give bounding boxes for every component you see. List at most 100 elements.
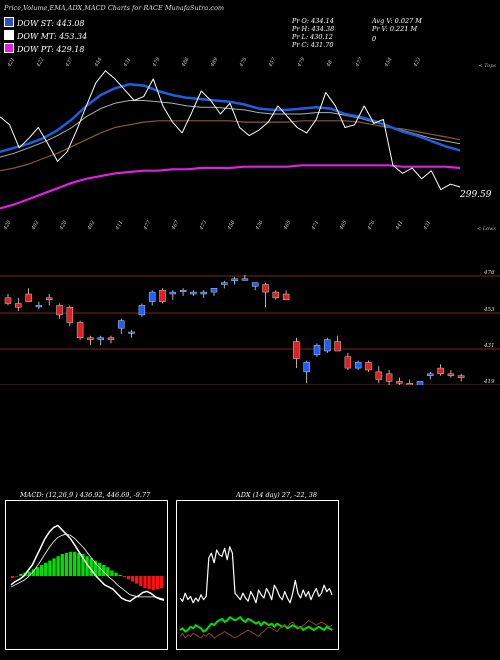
candle-body <box>272 291 280 299</box>
dow-mt-label: DOW MT: 453.34 <box>17 32 88 41</box>
top-label: 454 <box>93 57 103 69</box>
macd-histogram-bar <box>73 551 77 576</box>
candle-body <box>56 305 63 316</box>
low-label: 411 <box>114 220 124 232</box>
low-label: 420 <box>58 219 69 232</box>
candle-body <box>169 291 177 295</box>
candle-body <box>15 303 22 308</box>
candle-body <box>324 339 331 352</box>
macd-histogram-bar <box>52 558 56 576</box>
top-label: 489 <box>209 56 220 69</box>
candle-body <box>262 284 269 293</box>
macd-histogram-bar <box>159 576 164 589</box>
candle-body <box>210 288 218 293</box>
top-label: 423 <box>412 57 422 69</box>
candle-body <box>66 307 74 323</box>
candle-body <box>231 278 238 281</box>
macd-histogram-bar <box>106 567 110 576</box>
macd-histogram-bar <box>143 576 147 589</box>
low-label: 402 <box>30 220 40 232</box>
candlestick-chart: 476 453 431 419 <box>0 270 500 385</box>
price-low: Pr L: 430.12 <box>292 33 333 41</box>
candle-body <box>76 322 84 338</box>
candle-body <box>293 341 300 359</box>
top-label: 437 <box>64 56 75 69</box>
top-label: 475 <box>238 57 248 69</box>
low-label: 477 <box>142 219 153 232</box>
candle-body <box>365 362 372 371</box>
macd-histogram-bar <box>44 562 48 576</box>
candle-body <box>221 282 228 285</box>
tops-axis-label: < Tops <box>478 63 496 69</box>
candle-body <box>457 375 465 378</box>
candle-body <box>416 381 424 385</box>
low-label: 402 <box>86 220 96 232</box>
price-high: Pr H: 434.38 <box>292 25 335 33</box>
macd-signal-line <box>10 533 165 600</box>
candle-body <box>118 320 125 329</box>
candle-body <box>107 337 115 340</box>
low-label: 431 <box>422 220 432 232</box>
macd-histogram-bar <box>135 576 139 584</box>
macd-histogram-bar <box>48 560 52 576</box>
macd-histogram-bar <box>155 576 160 590</box>
chart-title: Price,Volume,EMA,ADX,MACD Charts for RAC… <box>4 4 225 12</box>
macd-histogram-bar <box>11 576 15 579</box>
low-label: 465 <box>338 220 348 232</box>
lows-axis-label: < Lows <box>477 226 496 232</box>
avg-volume: Avg V: 0.027 M <box>372 17 422 25</box>
macd-histogram-bar <box>151 576 155 591</box>
macd-histogram-bar <box>130 576 135 582</box>
macd-histogram-bar <box>39 565 44 576</box>
low-label: 465 <box>282 220 292 232</box>
macd-histogram-bar <box>89 558 93 576</box>
dow-st-legend: DOW ST: 443.08 <box>4 17 85 28</box>
top-label: 454 <box>383 57 393 69</box>
ema-short-line <box>0 83 461 154</box>
di-plus-line <box>179 616 333 633</box>
low-label: 476 <box>366 219 377 232</box>
macd-histogram-bar <box>15 576 19 577</box>
price-ema-chart: < Tops < Lows 299.59 421 422 437 454 431 479 4… <box>0 56 496 232</box>
top-label: 431 <box>122 57 132 69</box>
candle-body <box>241 278 249 281</box>
macd-histogram-bar <box>31 569 35 576</box>
low-label: 458 <box>226 220 236 232</box>
candle-body <box>396 381 403 384</box>
low-label: 436 <box>254 219 265 232</box>
macd-histogram-bar <box>77 552 81 576</box>
dow-st-label: DOW ST: 443.08 <box>17 19 85 28</box>
low-label: 471 <box>310 220 320 232</box>
top-label: 488 <box>180 57 190 69</box>
candle-body <box>4 297 12 304</box>
dow-mt-swatch <box>4 30 14 40</box>
price-tick-label: 453 <box>483 307 495 313</box>
macd-histogram-bar <box>118 574 122 576</box>
top-label: 421 <box>6 57 16 69</box>
candle-body <box>385 373 393 382</box>
prev-volume: Pr V: 0.221 M <box>372 25 418 33</box>
candle-body <box>406 383 413 385</box>
candle-body <box>97 337 104 340</box>
candle-body <box>159 289 166 302</box>
candle-body <box>87 337 94 340</box>
macd-histogram-bar <box>60 554 64 576</box>
price-tick-label: 431 <box>483 343 495 349</box>
macd-histogram-bar <box>19 573 23 576</box>
macd-histogram-bar <box>27 571 31 576</box>
candle-body <box>354 362 362 369</box>
di-minus-line <box>179 619 333 639</box>
macd-histogram-bar <box>101 565 106 576</box>
macd-histogram-bar <box>110 570 114 576</box>
price-close: Pr C: 431.70 <box>292 41 334 49</box>
candle-body <box>375 371 383 380</box>
candle-body <box>303 362 310 373</box>
candle-body <box>344 356 352 369</box>
candle-body <box>45 297 53 300</box>
candle-body <box>148 291 156 302</box>
top-label: 479 <box>151 56 162 69</box>
dow-pt-swatch <box>4 43 14 53</box>
top-label: 477 <box>354 56 365 69</box>
dow-pt-label: DOW PT: 429.18 <box>17 45 85 54</box>
candle-body <box>179 289 187 292</box>
